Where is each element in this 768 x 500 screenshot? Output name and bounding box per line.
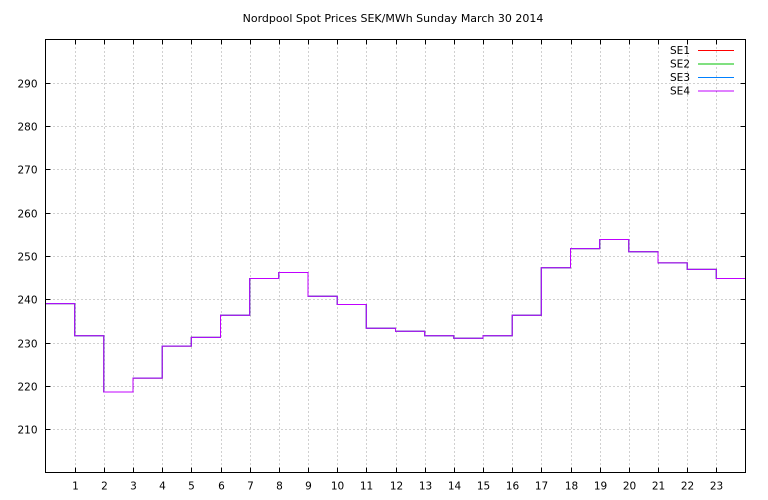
- grid-lines: [45, 39, 746, 473]
- x-tick-label: 22: [681, 481, 694, 493]
- series-se4-line: [45, 239, 746, 393]
- x-tick-label: 19: [594, 481, 607, 493]
- series-se1-line: [45, 239, 746, 393]
- chart-title: Nordpool Spot Prices SEK/MWh Sunday Marc…: [243, 12, 544, 25]
- y-tick-label: 230: [17, 339, 37, 351]
- legend-label-se4: SE4: [670, 86, 690, 98]
- series-se2-line: [45, 239, 746, 393]
- x-tick-label: 17: [535, 481, 548, 493]
- axis-ticks: 1 2 3 4 5 6 7 8 9 10 11 12 13 14 15 16 17 18 19 20 21 22 23210…: [17, 39, 746, 493]
- legend-label-se3: SE3: [670, 72, 690, 84]
- x-tick-label: 16: [506, 481, 520, 493]
- y-tick-label: 220: [17, 382, 37, 394]
- x-tick-label: 3: [130, 481, 137, 493]
- x-tick-label: 1: [72, 481, 79, 493]
- x-tick-label: 21: [652, 481, 665, 493]
- legend-label-se1: SE1: [670, 45, 690, 57]
- x-tick-label: 15: [477, 481, 490, 493]
- x-tick-label: 9: [305, 481, 312, 493]
- x-tick-label: 18: [565, 481, 578, 493]
- x-tick-label: 5: [188, 481, 195, 493]
- y-tick-label: 280: [17, 122, 37, 134]
- x-tick-label: 8: [276, 481, 283, 493]
- x-tick-label: 13: [419, 481, 432, 493]
- x-tick-label: 23: [710, 481, 723, 493]
- x-tick-label: 2: [101, 481, 108, 493]
- y-tick-label: 240: [17, 295, 37, 307]
- series-layer: [45, 239, 746, 393]
- y-tick-label: 250: [17, 252, 37, 264]
- x-tick-label: 6: [218, 481, 225, 493]
- x-tick-label: 14: [448, 481, 462, 493]
- y-tick-label: 260: [17, 209, 37, 221]
- y-tick-label: 290: [17, 79, 37, 91]
- x-tick-label: 11: [360, 481, 373, 493]
- series-se3-line: [45, 239, 746, 393]
- y-tick-label: 270: [17, 165, 37, 177]
- x-tick-label: 12: [390, 481, 403, 493]
- x-tick-label: 10: [331, 481, 344, 493]
- x-tick-label: 20: [623, 481, 636, 493]
- x-tick-label: 7: [247, 481, 254, 493]
- x-tick-label: 4: [159, 481, 166, 493]
- y-tick-label: 210: [17, 425, 37, 437]
- legend-label-se2: SE2: [670, 59, 690, 71]
